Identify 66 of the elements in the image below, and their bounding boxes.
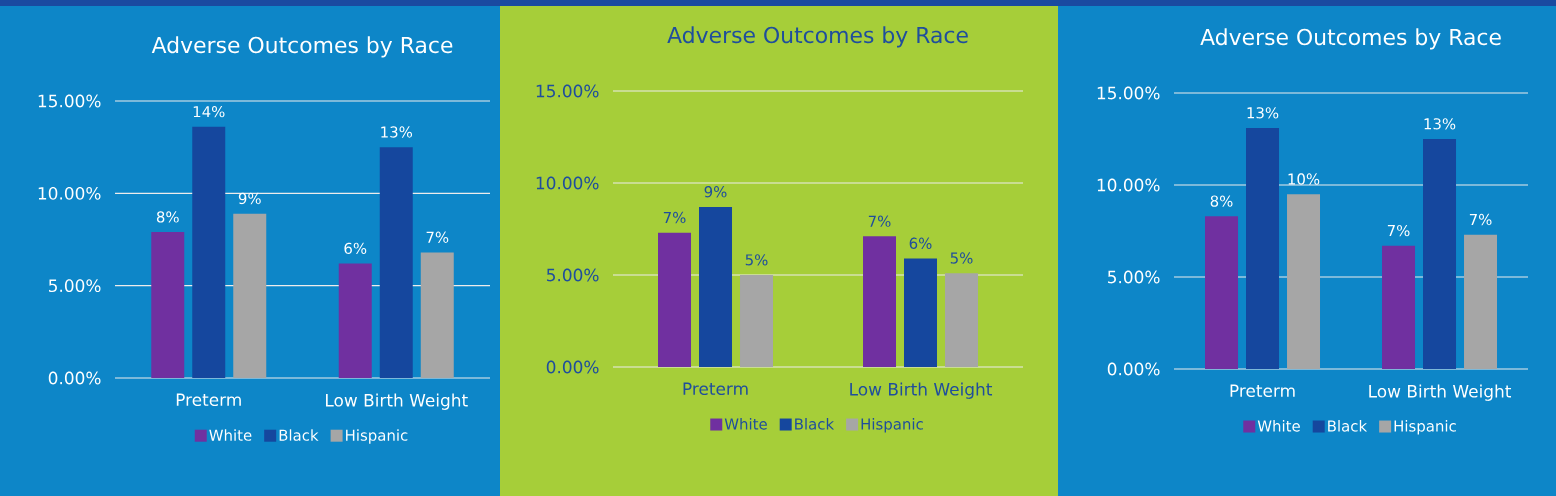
data-label: 7% — [426, 231, 449, 243]
y-tick-label: 5.00% — [48, 279, 101, 293]
data-label: 7% — [1469, 213, 1492, 226]
y-tick-label: 15.00% — [38, 94, 101, 108]
bar — [379, 147, 413, 378]
legend-label: White — [209, 429, 252, 441]
bar — [863, 236, 897, 367]
x-tick-label: Low Birth Weight — [326, 393, 468, 410]
chart-title: Adverse Outcomes by Race — [1200, 28, 1501, 50]
data-label: 13% — [1247, 107, 1279, 119]
y-tick-label: 10.00% — [536, 176, 599, 190]
legend-label: Black — [279, 429, 319, 441]
y-tick-label: 15.00% — [536, 84, 599, 98]
bar — [1287, 194, 1321, 369]
y-tick-label: 15.00% — [1097, 86, 1160, 100]
x-tick-label: Preterm — [176, 393, 241, 407]
legend-label: Black — [795, 418, 835, 430]
legend-label: Hispanic — [346, 429, 408, 444]
bar — [658, 232, 692, 367]
x-tick-label: Preterm — [1230, 384, 1295, 398]
bar — [945, 273, 979, 367]
data-label: 8% — [156, 211, 179, 223]
x-tick-label: Low Birth Weight — [850, 382, 993, 399]
legend-label: White — [724, 418, 767, 430]
chart-title: Adverse Outcomes by Race — [151, 36, 453, 58]
legend-label: Black — [1328, 420, 1368, 432]
y-tick-label: 0.00% — [1107, 362, 1160, 376]
bar — [904, 258, 938, 367]
data-label: 5% — [950, 252, 973, 264]
bar — [338, 263, 372, 378]
data-label: 9% — [704, 186, 727, 198]
data-label: 6% — [344, 242, 367, 254]
data-label: 9% — [238, 192, 261, 205]
data-label: 7% — [663, 211, 686, 224]
data-label: 14% — [193, 106, 225, 118]
bar — [420, 252, 454, 378]
bar — [699, 206, 733, 367]
y-tick-label: 5.00% — [547, 268, 599, 282]
y-tick-label: 5.00% — [1108, 270, 1160, 284]
x-tick-label: Preterm — [683, 382, 748, 396]
data-label: 10% — [1288, 173, 1320, 185]
y-tick-label: 10.00% — [1097, 178, 1160, 192]
bar — [192, 126, 226, 378]
bar — [151, 232, 185, 378]
data-label: 6% — [909, 237, 932, 249]
y-tick-label: 0.00% — [546, 360, 599, 374]
data-label: 8% — [1210, 195, 1233, 207]
data-label: 13% — [1424, 118, 1456, 130]
chart-title: Adverse Outcomes by Race — [667, 26, 968, 48]
y-tick-label: 10.00% — [38, 186, 101, 200]
legend-label: Hispanic — [861, 418, 923, 433]
bar — [233, 213, 267, 378]
data-label: 7% — [1387, 224, 1410, 237]
bar — [1246, 127, 1280, 369]
data-label: 7% — [868, 215, 891, 227]
data-label: 5% — [745, 254, 768, 266]
bar — [1205, 216, 1239, 369]
data-label: 13% — [381, 126, 413, 138]
bar — [1382, 245, 1416, 369]
bar — [1464, 234, 1498, 369]
legend-label: White — [1257, 420, 1300, 432]
x-tick-label: Low Birth Weight — [1369, 384, 1512, 401]
bar — [740, 275, 774, 367]
y-tick-label: 0.00% — [48, 371, 101, 385]
bar — [1423, 139, 1457, 369]
legend-label: Hispanic — [1394, 420, 1456, 435]
